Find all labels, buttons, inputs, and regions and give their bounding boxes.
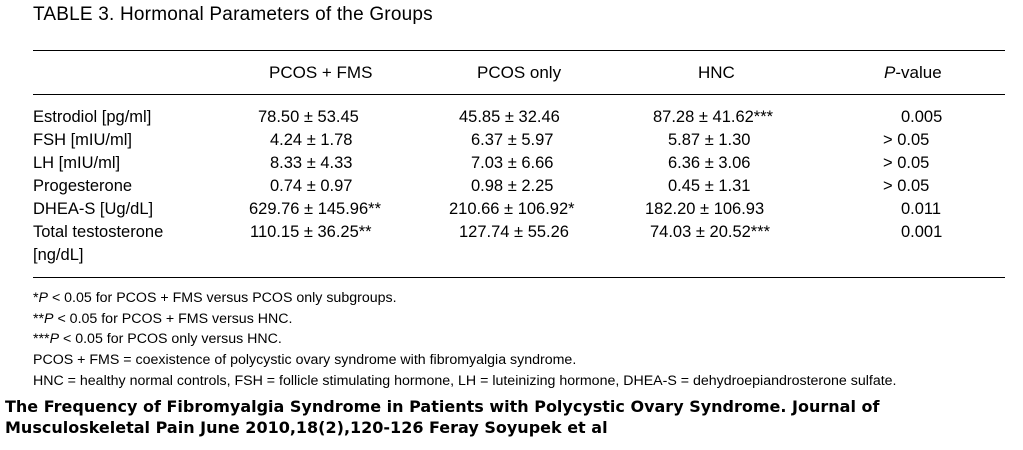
cell-p-value: 0.005 (901, 108, 943, 126)
cell-p-value: 0.011 (901, 200, 942, 218)
footnote-marker: ** (33, 311, 45, 327)
bottom-rule (33, 277, 1005, 278)
footnote: PCOS + FMS = coexistence of polycystic o… (33, 352, 576, 368)
cell-pcos-fms: 110.15 ± 36.25** (250, 223, 372, 241)
footnote-marker: *** (33, 331, 50, 347)
footnote: HNC = healthy normal controls, FSH = fol… (33, 373, 897, 389)
footnote-text: < 0.05 for PCOS only versus HNC. (59, 331, 282, 347)
footnote-text: < 0.05 for PCOS + FMS versus PCOS only s… (48, 290, 397, 306)
header-pcos-only: PCOS only (477, 63, 562, 82)
cell-hnc: 74.03 ± 20.52*** (650, 223, 771, 241)
cell-pcos-fms: 0.74 ± 0.97 (270, 177, 353, 195)
header-p-value: P-value (884, 63, 942, 83)
cell-hnc: 87.28 ± 41.62*** (653, 108, 774, 126)
table-row: LH [mIU/ml] 8.33 ± 4.33 7.03 ± 6.66 6.36… (0, 154, 1023, 177)
header-p-letter: P (884, 63, 896, 82)
cell-pcos-only: 0.98 ± 2.25 (471, 177, 554, 195)
cell-pcos-only: 127.74 ± 55.26 (459, 223, 569, 241)
cell-hnc: 5.87 ± 1.30 (668, 131, 751, 149)
footnote-marker: * (33, 290, 39, 306)
table-row: Progesterone 0.74 ± 0.97 0.98 ± 2.25 0.4… (0, 177, 1023, 200)
cell-p-value: > 0.05 (883, 177, 930, 195)
cell-hnc: 182.20 ± 106.93 (645, 200, 765, 218)
footnote: ***P < 0.05 for PCOS only versus HNC. (33, 331, 282, 347)
cell-pcos-only: 210.66 ± 106.92* (449, 200, 575, 218)
cell-pcos-fms: 8.33 ± 4.33 (270, 154, 353, 172)
table-row: DHEA-S [Ug/dL] 629.76 ± 145.96** 210.66 … (0, 200, 1023, 223)
top-rule (33, 50, 1005, 51)
cell-pcos-only: 45.85 ± 32.46 (459, 108, 560, 126)
cell-p-value: > 0.05 (883, 154, 930, 172)
footnote-text: PCOS + FMS = coexistence of polycystic o… (33, 352, 577, 368)
footnote-p: P (38, 290, 48, 306)
cell-hnc: 0.45 ± 1.31 (668, 177, 751, 195)
table-row: Estrodiol [pg/ml] 78.50 ± 53.45 45.85 ± … (0, 108, 1023, 131)
cell-pcos-fms: 78.50 ± 53.45 (258, 108, 359, 126)
header-p-suffix: -value (895, 63, 942, 82)
cell-pcos-only: 7.03 ± 6.66 (471, 154, 554, 172)
footnote-p: P (44, 311, 54, 327)
header-hnc: HNC (698, 63, 735, 82)
row-label: Progesterone (33, 177, 133, 195)
citation: The Frequency of Fibromyalgia Syndrome i… (5, 397, 880, 437)
footnote-text: < 0.05 for PCOS + FMS versus HNC. (53, 311, 293, 327)
row-label: FSH [mIU/ml] (33, 131, 132, 149)
cell-pcos-fms: 4.24 ± 1.78 (270, 131, 353, 149)
table-title: TABLE 3. Hormonal Parameters of the Grou… (33, 4, 433, 25)
footnote-text: HNC = healthy normal controls, FSH = fol… (33, 373, 897, 389)
cell-pcos-only: 6.37 ± 5.97 (471, 131, 554, 149)
cell-p-value: > 0.05 (883, 131, 930, 149)
footnote-p: P (49, 331, 60, 347)
cell-pcos-fms: 629.76 ± 145.96** (249, 200, 381, 218)
row-label-continued: [ng/dL] (33, 246, 84, 264)
row-label: LH [mIU/ml] (33, 154, 121, 172)
footnote: **P < 0.05 for PCOS + FMS versus HNC. (33, 311, 292, 327)
cell-p-value: 0.001 (901, 223, 943, 241)
table-row: Total testosterone [ng/dL] 110.15 ± 36.2… (0, 223, 1023, 269)
footnote: *P < 0.05 for PCOS + FMS versus PCOS onl… (33, 290, 397, 306)
header-pcos-fms: PCOS + FMS (269, 63, 373, 82)
row-label: Total testosterone (33, 223, 164, 241)
header-rule (33, 94, 1005, 95)
row-label: Estrodiol [pg/ml] (33, 108, 152, 126)
cell-hnc: 6.36 ± 3.06 (668, 154, 751, 172)
table-row: FSH [mIU/ml] 4.24 ± 1.78 6.37 ± 5.97 5.8… (0, 131, 1023, 154)
row-label: DHEA-S [Ug/dL] (33, 200, 154, 218)
